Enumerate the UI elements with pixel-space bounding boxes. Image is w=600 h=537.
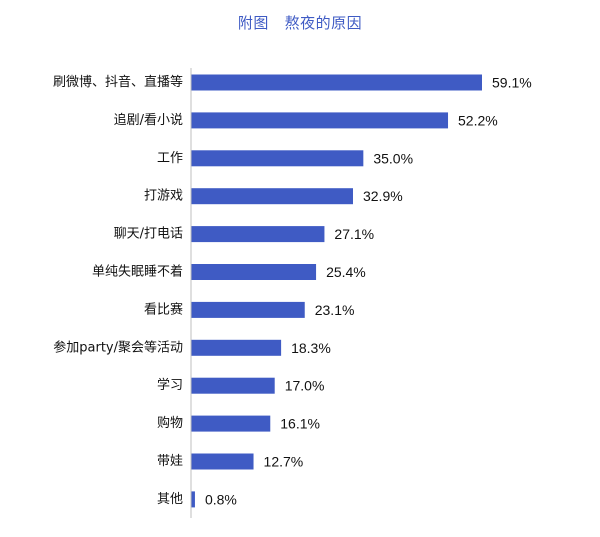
category-label: 购物: [157, 415, 183, 431]
value-label: 59.1%: [492, 75, 532, 91]
bars-layer: 刷微博、抖音、直播等 59.1% 追剧/看小说 52.2% 工作 35.0% 打游戏 32.9…: [53, 74, 532, 508]
category-label: 刷微博、抖音、直播等: [53, 74, 183, 90]
category-label: 看比赛: [144, 301, 183, 317]
bar: [191, 377, 275, 394]
value-label: 16.1%: [280, 416, 320, 432]
value-label: 27.1%: [334, 226, 374, 242]
category-label: 打游戏: [144, 189, 183, 204]
category-label: 单纯失眠睡不着: [92, 264, 183, 280]
bar: [191, 491, 195, 508]
value-label: 52.2%: [458, 112, 498, 128]
value-label: 35.0%: [373, 150, 413, 166]
category-label: 工作: [157, 151, 183, 166]
bar: [191, 74, 482, 91]
bar: [191, 150, 364, 167]
category-label: 学习: [157, 377, 183, 393]
bar: [191, 264, 317, 280]
bar: [191, 453, 254, 470]
category-label: 其他: [157, 492, 183, 507]
chart-title: 附图 熬夜的原因: [237, 14, 363, 32]
bar: [191, 301, 305, 318]
bar: [191, 188, 353, 205]
bar: [191, 339, 282, 356]
value-label: 12.7%: [264, 454, 304, 470]
value-label: 17.0%: [285, 378, 325, 394]
bar: [191, 112, 449, 129]
bar: [191, 226, 325, 243]
value-label: 0.8%: [205, 491, 237, 507]
category-label: 追剧/看小说: [114, 112, 183, 128]
category-label: 聊天/打电话: [114, 227, 183, 242]
value-label: 32.9%: [363, 188, 403, 204]
category-label: 参加party/聚会等活动: [53, 339, 183, 355]
value-label: 23.1%: [315, 302, 355, 318]
bar: [191, 415, 271, 432]
category-label: 带娃: [157, 454, 183, 469]
value-label: 25.4%: [326, 264, 366, 280]
value-label: 18.3%: [291, 340, 331, 356]
